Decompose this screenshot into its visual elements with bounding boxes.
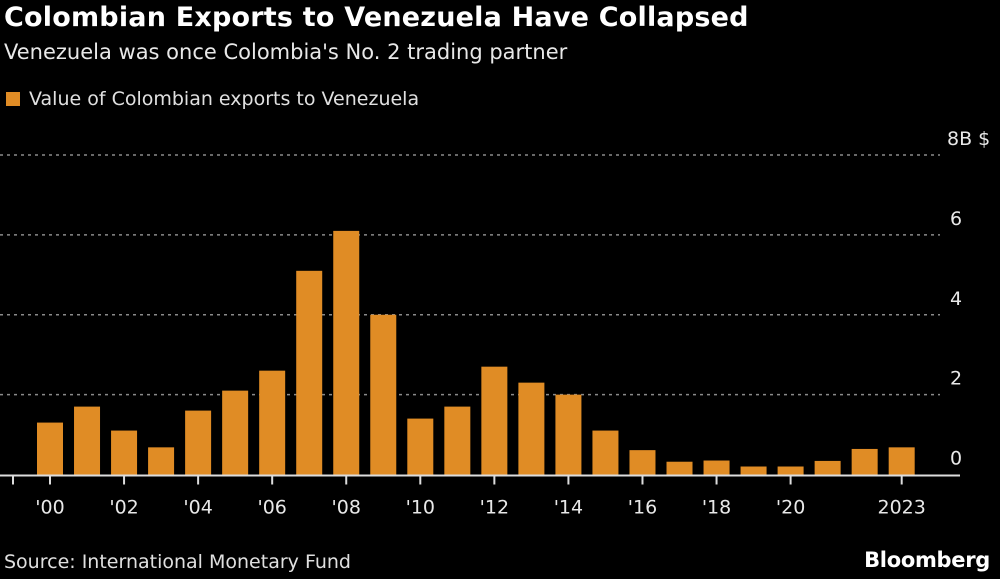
y-tick-label: 8B $ bbox=[947, 128, 990, 150]
bar-2016 bbox=[629, 450, 656, 475]
bar-2013 bbox=[518, 382, 545, 475]
bar-2009 bbox=[370, 314, 397, 475]
x-tick-label: '12 bbox=[480, 497, 509, 519]
x-tick-label: 2023 bbox=[878, 497, 926, 519]
x-tick-label: '14 bbox=[554, 497, 583, 519]
x-tick-label: '20 bbox=[776, 497, 805, 519]
y-tick-label: 2 bbox=[950, 368, 962, 390]
bar-2004 bbox=[185, 410, 212, 475]
bar-2001 bbox=[74, 406, 101, 475]
x-tick-label: '18 bbox=[702, 497, 731, 519]
x-tick-label: '16 bbox=[628, 497, 657, 519]
bar-2018 bbox=[703, 460, 730, 475]
bar-2000 bbox=[37, 422, 63, 475]
bar-2020 bbox=[777, 466, 804, 475]
bar-2021 bbox=[814, 460, 841, 475]
x-tick-label: '00 bbox=[35, 497, 64, 519]
source-note: Source: International Monetary Fund bbox=[4, 551, 351, 573]
bar-2011 bbox=[444, 406, 471, 475]
bar-2002 bbox=[111, 430, 138, 475]
x-tick-label: '02 bbox=[109, 497, 138, 519]
bar-2006 bbox=[259, 370, 286, 475]
chart-title: Colombian Exports to Venezuela Have Coll… bbox=[4, 2, 749, 33]
y-tick-label: 0 bbox=[950, 448, 962, 470]
bar-2023 bbox=[888, 447, 915, 475]
chart-subtitle: Venezuela was once Colombia's No. 2 trad… bbox=[4, 40, 568, 64]
y-tick-label: 6 bbox=[950, 208, 962, 230]
bloomberg-logo: Bloomberg bbox=[864, 548, 990, 572]
bar-2005 bbox=[222, 390, 249, 475]
bar-2015 bbox=[592, 430, 619, 475]
y-tick-label: 4 bbox=[950, 288, 962, 310]
bar-2010 bbox=[407, 418, 434, 475]
legend-label: Value of Colombian exports to Venezuela bbox=[29, 88, 420, 110]
legend: Value of Colombian exports to Venezuela bbox=[6, 88, 419, 110]
bar-2019 bbox=[740, 466, 767, 475]
bar-2017 bbox=[666, 461, 693, 475]
x-tick-label: '04 bbox=[183, 497, 212, 519]
x-tick-label: '06 bbox=[257, 497, 286, 519]
legend-swatch bbox=[6, 92, 20, 106]
x-tick-label: '10 bbox=[406, 497, 435, 519]
bar-2014 bbox=[555, 394, 582, 475]
bar-2012 bbox=[481, 366, 508, 475]
bar-2003 bbox=[148, 447, 175, 475]
x-tick-label: '08 bbox=[332, 497, 361, 519]
bar-2022 bbox=[851, 448, 878, 475]
bar-2007 bbox=[296, 270, 323, 475]
bar-2008 bbox=[333, 230, 360, 475]
